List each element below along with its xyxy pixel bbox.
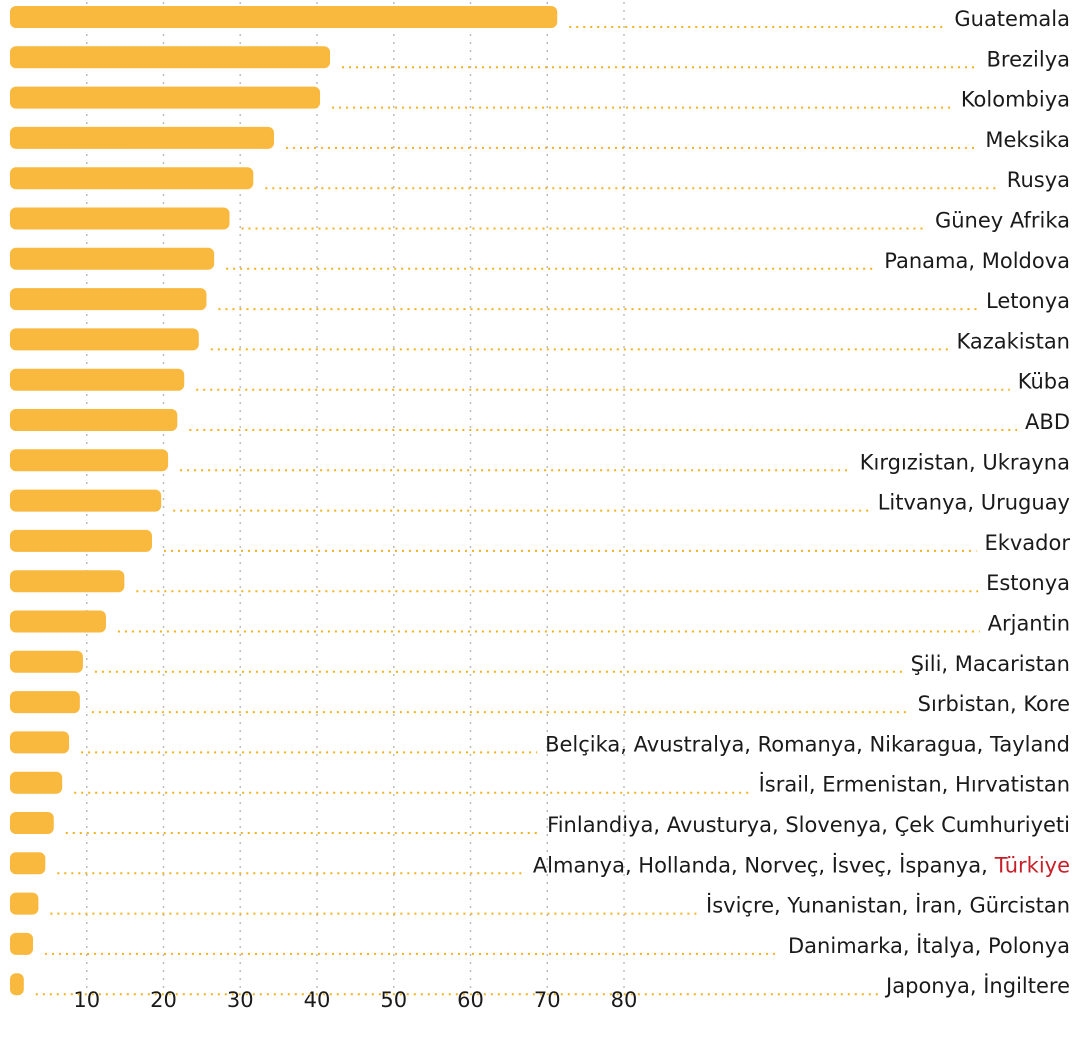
category-label: Rusya — [1007, 168, 1070, 192]
category-text: Japonya, İngiltere — [884, 973, 1070, 998]
bar — [10, 771, 63, 794]
bar — [10, 207, 230, 230]
bar — [10, 731, 70, 754]
bar — [10, 489, 162, 512]
x-tick-label: 80 — [611, 988, 638, 1012]
category-text: Brezilya — [987, 47, 1071, 71]
bar — [10, 46, 331, 69]
bar — [10, 691, 80, 714]
category-text: Küba — [1018, 370, 1070, 394]
category-text: Arjantin — [988, 612, 1070, 636]
x-tick-label: 30 — [227, 988, 254, 1012]
category-label: Güney Afrika — [935, 209, 1070, 233]
bar — [10, 610, 106, 633]
category-text: Guatemala — [954, 7, 1070, 31]
category-label: Litvanya, Uruguay — [878, 491, 1070, 515]
category-label: Kazakistan — [956, 329, 1070, 353]
category-label: Danimarka, İtalya, Polonya — [788, 933, 1070, 958]
bar — [10, 973, 24, 996]
category-text: Letonya — [986, 289, 1070, 313]
bar — [10, 328, 199, 351]
category-label: Ekvador — [984, 531, 1070, 555]
category-text: Rusya — [1007, 168, 1070, 192]
category-label: Sırbistan, Kore — [918, 692, 1070, 716]
category-label: İsrail, Ermenistan, Hırvatistan — [759, 772, 1070, 797]
category-text: Kırgızistan, Ukrayna — [860, 450, 1070, 474]
category-label: Arjantin — [988, 612, 1070, 636]
category-text: Estonya — [986, 571, 1070, 595]
category-text: Meksika — [985, 128, 1070, 152]
category-text: Litvanya, Uruguay — [878, 491, 1070, 515]
x-tick-label: 10 — [73, 988, 100, 1012]
bar — [10, 86, 321, 109]
category-text: Panama, Moldova — [884, 249, 1070, 273]
category-label: Almanya, Hollanda, Norveç, İsveç, İspany… — [533, 852, 1070, 877]
category-label: Guatemala — [954, 7, 1070, 31]
category-label: Kırgızistan, Ukrayna — [860, 450, 1070, 474]
category-text: Ekvador — [984, 531, 1070, 555]
bar — [10, 288, 207, 311]
bar — [10, 247, 215, 270]
category-label: Panama, Moldova — [884, 249, 1070, 273]
category-label: Küba — [1018, 370, 1070, 394]
bar — [10, 812, 54, 834]
x-tick-label: 60 — [457, 988, 484, 1012]
bar — [10, 409, 178, 431]
bar — [10, 449, 169, 472]
category-label: Şili, Macaristan — [911, 652, 1070, 676]
category-text: Belçika, Avustralya, Romanya, Nikaragua,… — [545, 732, 1070, 756]
category-text: ABD — [1025, 410, 1070, 434]
category-label: Japonya, İngiltere — [884, 973, 1070, 998]
bar — [10, 167, 254, 190]
category-label: İsviçre, Yunanistan, İran, Gürcistan — [706, 893, 1070, 918]
bar — [10, 852, 46, 875]
bar — [10, 932, 34, 955]
category-text: Almanya, Hollanda, Norveç, İsveç, İspany… — [533, 852, 988, 877]
highlight-text: Türkiye — [994, 853, 1070, 877]
category-text: Güney Afrika — [935, 209, 1070, 233]
category-text: Kazakistan — [956, 329, 1070, 353]
category-text: Danimarka, İtalya, Polonya — [788, 933, 1070, 958]
x-tick-label: 20 — [150, 988, 177, 1012]
bar — [10, 650, 83, 673]
category-text: Kolombiya — [961, 88, 1070, 112]
category-label: Kolombiya — [961, 88, 1070, 112]
category-text: İsviçre, Yunanistan, İran, Gürcistan — [706, 893, 1070, 918]
category-label: Belçika, Avustralya, Romanya, Nikaragua,… — [545, 732, 1070, 756]
category-text: Finlandiya, Avusturya, Slovenya, Çek Cum… — [547, 813, 1070, 837]
bar — [10, 570, 125, 593]
category-label: Finlandiya, Avusturya, Slovenya, Çek Cum… — [547, 813, 1070, 837]
bar — [10, 6, 558, 28]
category-label: Brezilya — [987, 47, 1071, 71]
bar — [10, 892, 39, 915]
category-text: Şili, Macaristan — [911, 652, 1070, 676]
bar — [10, 529, 152, 552]
bar — [10, 368, 185, 391]
x-tick-label: 40 — [304, 988, 331, 1012]
category-text: İsrail, Ermenistan, Hırvatistan — [759, 772, 1070, 797]
x-tick-label: 50 — [380, 988, 407, 1012]
category-text: Sırbistan, Kore — [918, 692, 1070, 716]
category-label: Meksika — [985, 128, 1070, 152]
category-label: Estonya — [986, 571, 1070, 595]
category-label: Letonya — [986, 289, 1070, 313]
category-label: ABD — [1025, 410, 1070, 434]
bar — [10, 126, 275, 149]
x-tick-label: 70 — [534, 988, 561, 1012]
